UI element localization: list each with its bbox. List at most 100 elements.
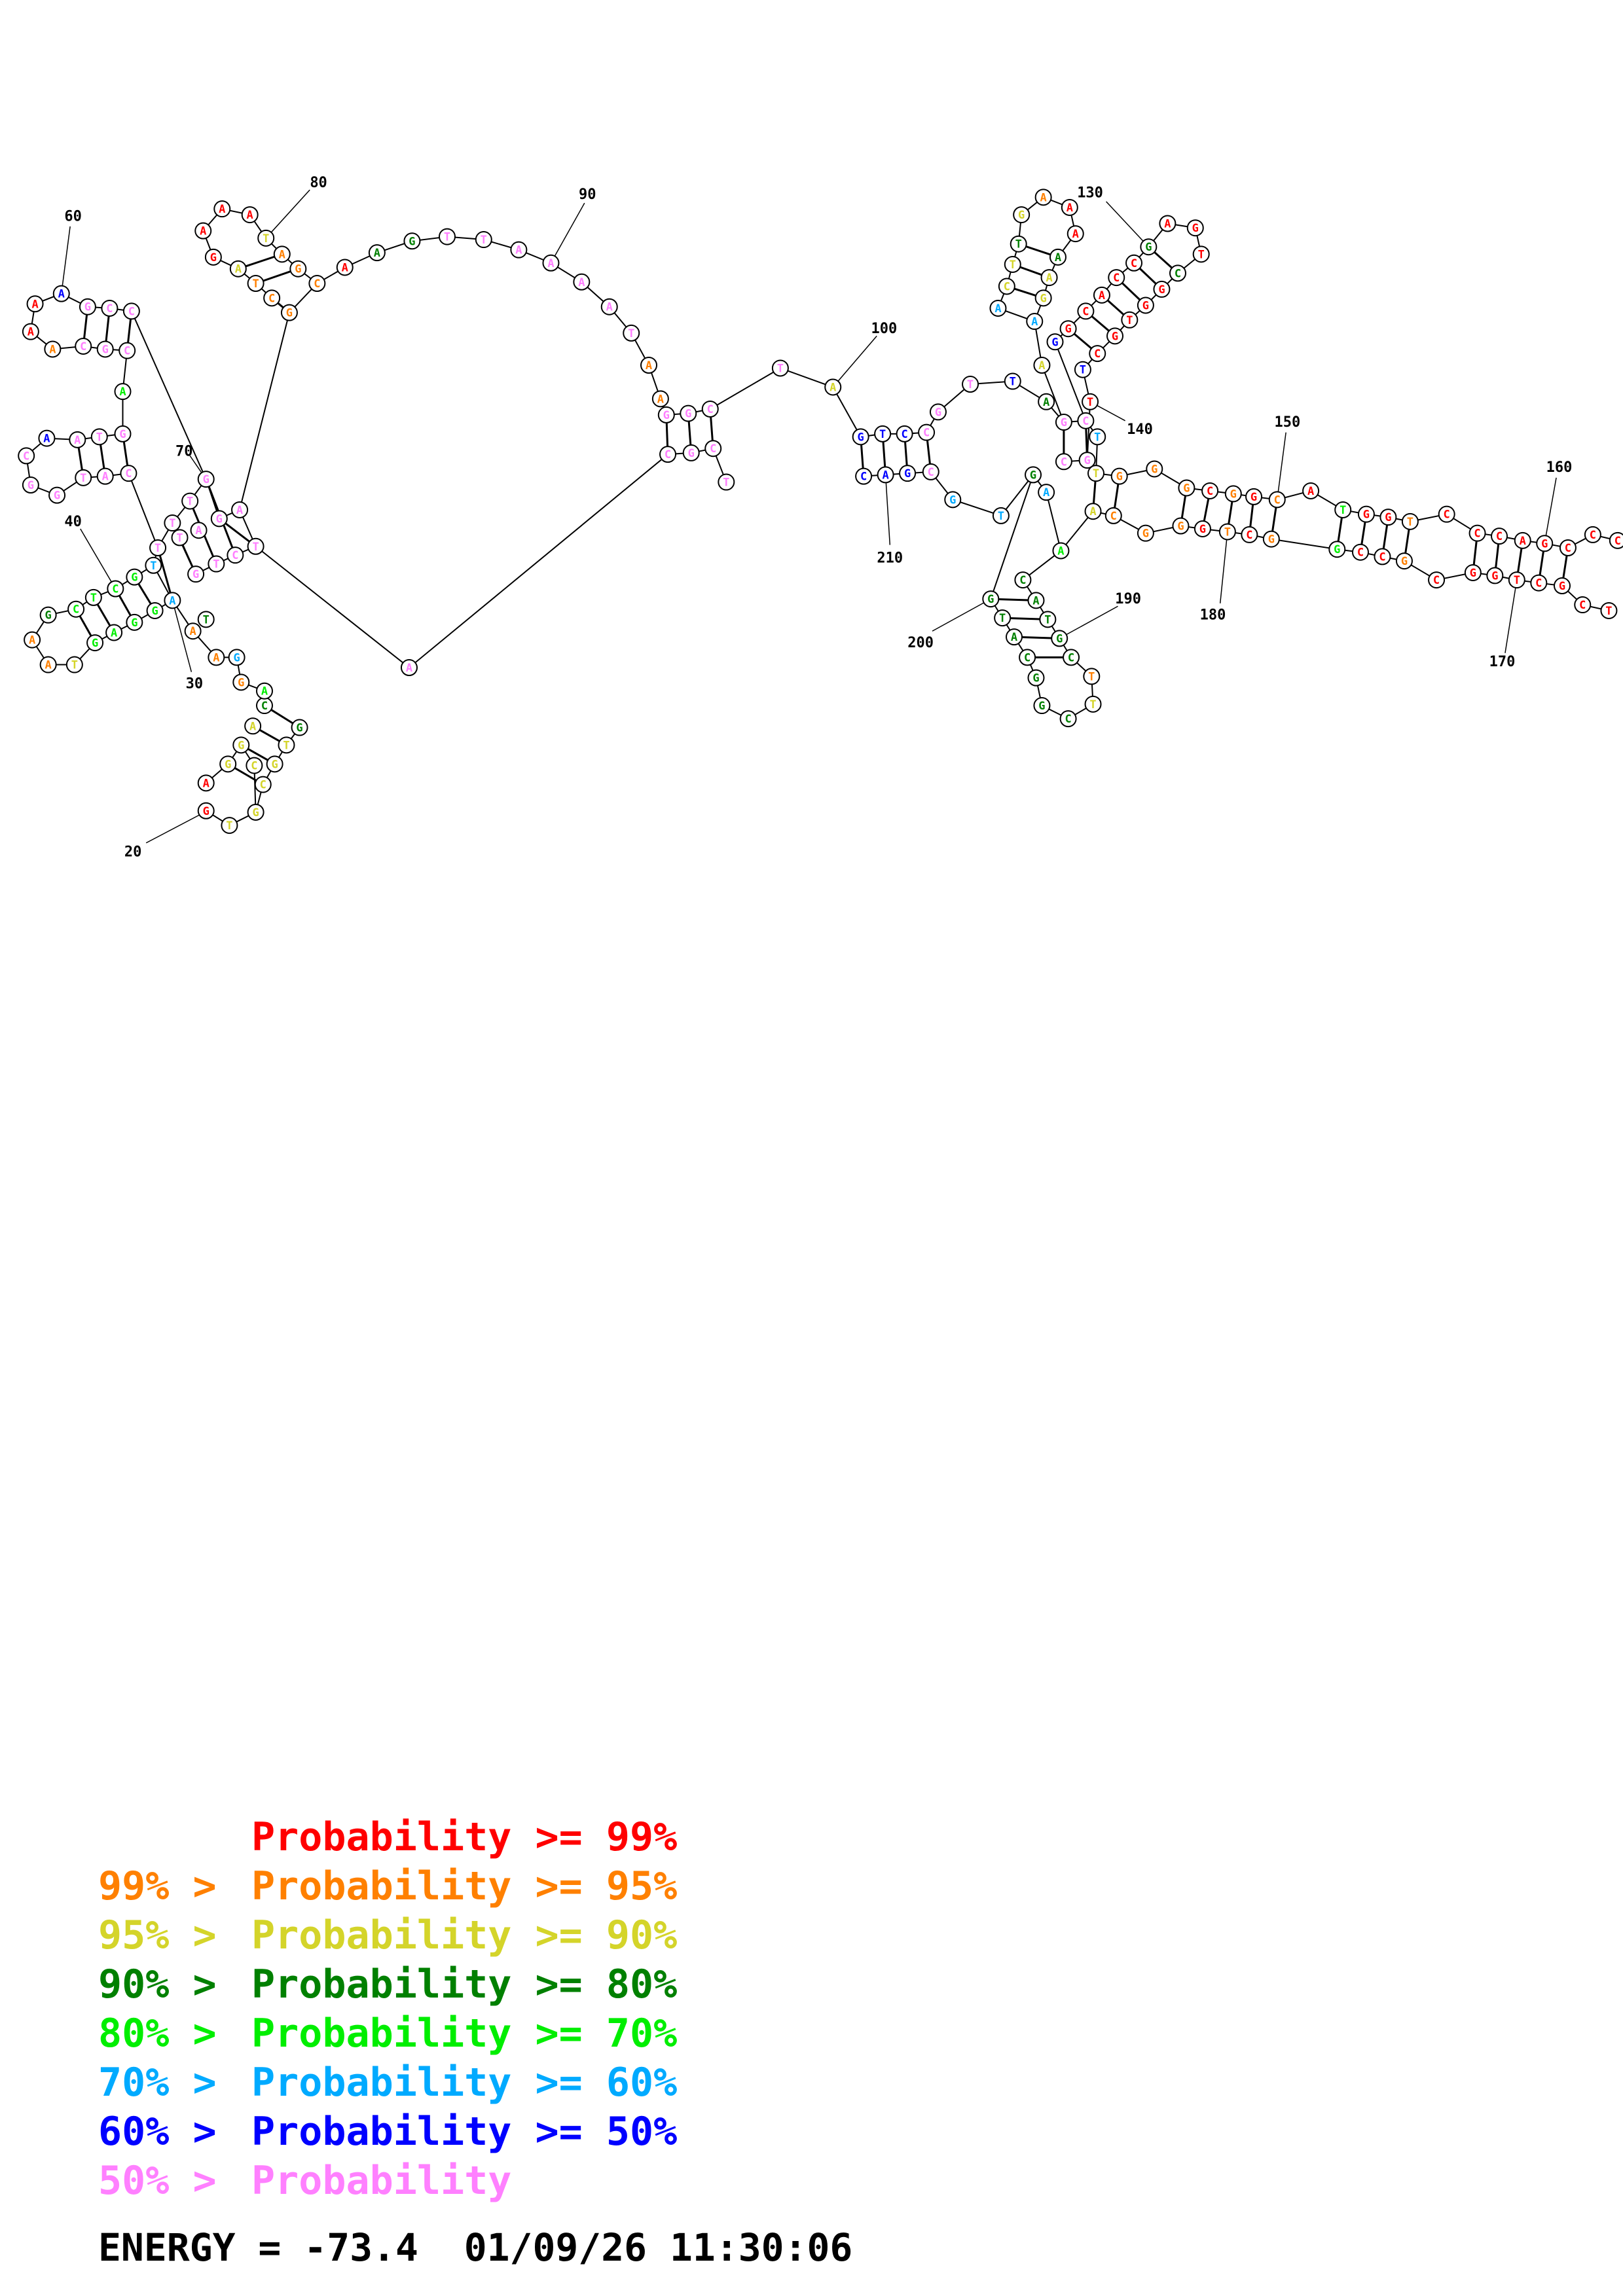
nucleotide-circle [1055,453,1072,471]
nucleotide-letter: T [1224,526,1231,539]
nucleotide-letter: G [1030,469,1036,482]
nucleotide: A [1093,286,1110,304]
nucleotide-letter: A [236,504,243,517]
nucleotide-letter: T [1087,396,1093,409]
nucleotide-letter: C [1065,713,1071,726]
nucleotide-circle [114,383,132,401]
nucleotide-letter: G [238,676,244,689]
nucleotide-letter: G [663,409,670,422]
nucleotide: G [1536,535,1554,552]
nucleotide-circle [1040,269,1058,287]
nucleotide-circle [164,514,181,532]
nucleotide-circle [187,565,205,583]
position-tick [884,475,891,545]
nucleotide-letter: G [1268,533,1275,547]
nucleotide-letter: A [119,386,126,399]
nucleotide: G [852,428,869,446]
nucleotide-letter: G [45,609,52,622]
nucleotide-letter: T [90,592,97,605]
nucleotide-letter: A [219,203,225,216]
nucleotide-circle [149,539,167,556]
nucleotide: G [1224,485,1242,503]
nucleotide-letter: G [685,408,691,421]
nucleotide-circle [228,649,246,666]
nucleotide-circle [1084,695,1102,713]
nucleotide: T [149,539,167,556]
nucleotide-letter: A [1057,545,1064,558]
nucleotide-circle [982,590,1000,608]
nucleotide: C [1268,491,1286,509]
nucleotide: A [164,592,181,609]
nucleotide: G [1051,630,1068,647]
nucleotide-letter: G [987,593,994,606]
legend-text: Probability >= 70% [251,2011,678,2056]
nucleotide-letter: C [1024,651,1030,664]
nucleotide-letter: C [232,549,238,562]
nucleotide-circle [1004,255,1021,273]
nucleotide: A [96,467,114,485]
backbone-segment [31,564,301,827]
nucleotide-letter: C [73,603,79,617]
nucleotide-circle [280,304,298,321]
nucleotide-letter: G [238,739,244,752]
nucleotide: G [22,476,39,494]
nucleotide-letter: C [1474,528,1480,541]
nucleotide: T [181,492,199,510]
nucleotide-circle [181,492,199,510]
nucleotide-letter: C [1433,574,1440,587]
nucleotide-circle [1192,245,1210,263]
nucleotide: G [232,673,250,691]
nucleotide-circle [197,802,215,819]
nucleotide-letter: C [268,292,275,305]
legend-row: 90% > Probability >= 80% [98,1960,677,2009]
nucleotide-letter: G [1491,569,1498,583]
nucleotide: C [1125,254,1143,272]
position-tick [172,600,192,672]
nucleotide: A [600,298,618,315]
nucleotide-circle [824,378,842,396]
nucleotide: C [18,447,35,465]
nucleotide-letter: G [54,490,60,503]
nucleotide: C [67,600,85,618]
nucleotide: G [1106,327,1124,345]
position-label: 140 [1127,422,1153,438]
nucleotide-circle [1328,541,1346,558]
nucleotide-circle [38,429,56,447]
nucleotide: C [1019,649,1036,666]
nucleotide: T [438,228,456,245]
nucleotide-circle [1082,393,1099,410]
nucleotide-letter: G [1250,491,1257,504]
nucleotide-letter: T [150,560,156,573]
nucleotide-circle [336,259,354,276]
nucleotide-circle [368,244,386,262]
legend-text: Probability >= 99% [251,1814,678,1860]
nucleotide: C [101,299,119,317]
nucleotide-circle [255,682,273,700]
nucleotide-letter: G [131,571,137,584]
nucleotide: A [255,682,273,700]
nucleotide-letter: A [1067,202,1073,215]
nucleotide: A [273,245,291,263]
nucleotide-circle [1262,530,1280,548]
nucleotide: C [1169,264,1186,282]
position-label: 180 [1200,607,1226,624]
nucleotide-letter: G [1199,523,1206,536]
nucleotide-letter: T [628,327,634,340]
nucleotide-letter: C [1082,305,1089,318]
nucleotide-circle [962,376,979,393]
nucleotide: G [1140,238,1158,256]
nucleotide: T [1010,235,1027,253]
nucleotide: G [1245,488,1263,505]
position-tick [145,812,205,844]
nucleotide-circle [26,295,44,313]
nucleotide-circle [1039,611,1057,628]
nucleotide-letter: G [1334,543,1340,556]
position-tick [932,598,991,632]
nucleotide-letter: C [1444,509,1450,522]
nucleotide-letter: T [213,558,219,571]
nucleotide: G [1464,564,1482,581]
nucleotide: T [1600,601,1618,619]
nucleotide: G [1186,219,1204,237]
nucleotide-circle [1584,526,1601,543]
nucleotide-circle [874,425,892,442]
